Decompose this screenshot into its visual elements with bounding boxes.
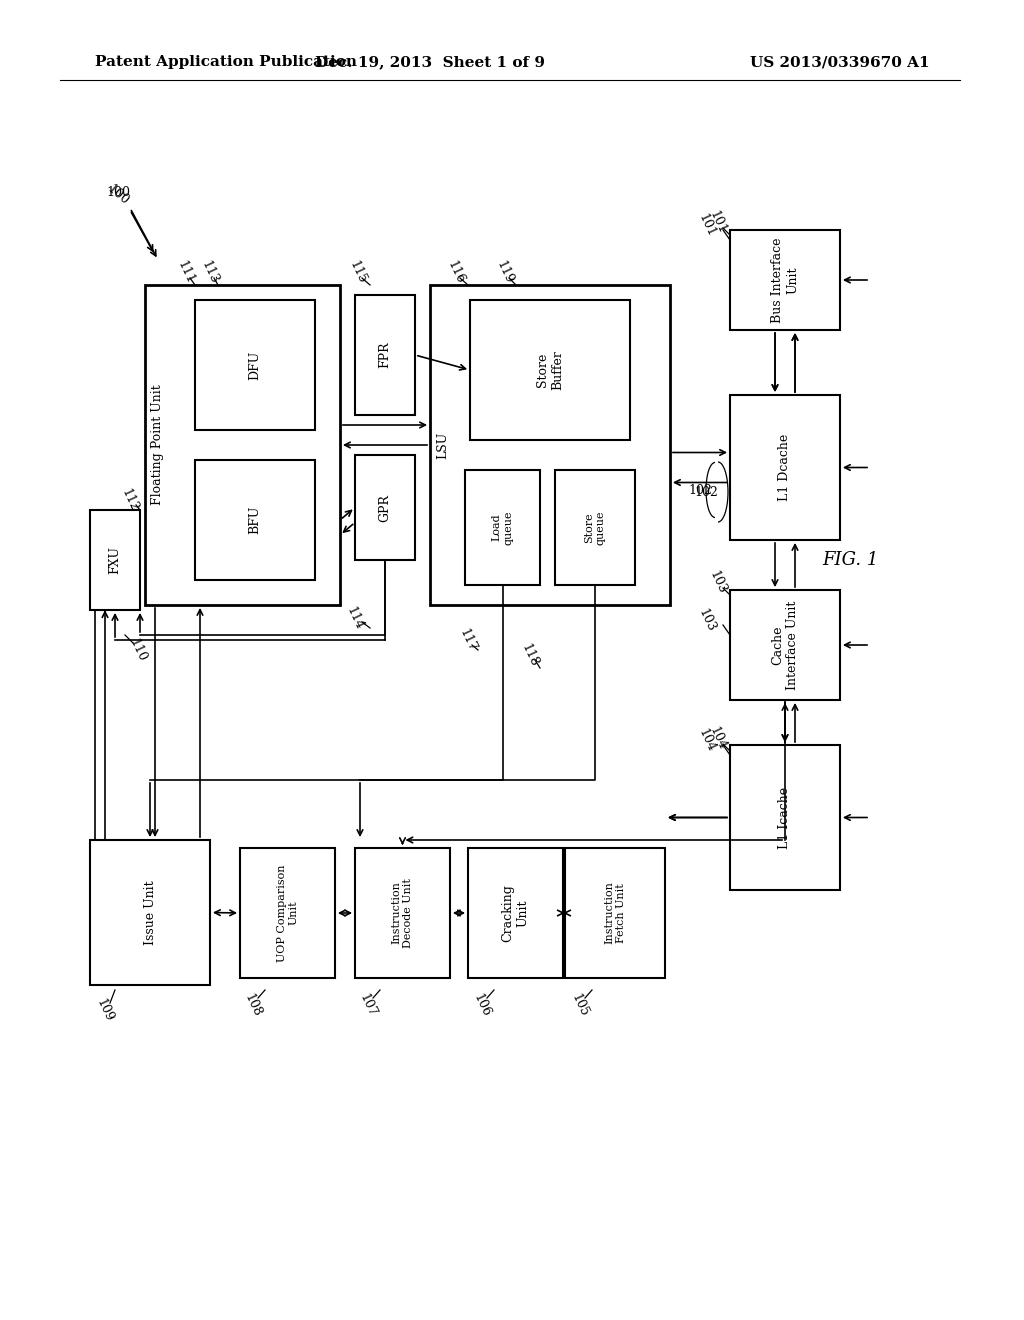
Bar — [145, 285, 340, 605]
Text: US 2013/0339670 A1: US 2013/0339670 A1 — [751, 55, 930, 69]
Text: 103: 103 — [696, 606, 718, 634]
Text: DFU: DFU — [249, 350, 261, 380]
Text: FXU: FXU — [109, 546, 122, 574]
Text: 102: 102 — [688, 483, 712, 496]
Text: 116: 116 — [445, 259, 467, 285]
Text: 114: 114 — [344, 605, 366, 632]
Bar — [195, 300, 315, 430]
Text: L1 Icache: L1 Icache — [778, 787, 792, 849]
Bar — [730, 590, 840, 700]
Bar — [565, 847, 665, 978]
Text: 115: 115 — [347, 259, 369, 285]
Text: 107: 107 — [357, 991, 379, 1019]
Bar — [90, 840, 210, 985]
Text: Cracking
Unit: Cracking Unit — [502, 884, 529, 942]
Text: L1 Dcache: L1 Dcache — [778, 434, 792, 502]
Text: 108: 108 — [242, 991, 264, 1019]
Text: UOP Comparison
Unit: UOP Comparison Unit — [276, 865, 298, 962]
Bar — [355, 294, 415, 414]
Text: 112: 112 — [119, 487, 141, 513]
Text: Patent Application Publication: Patent Application Publication — [95, 55, 357, 69]
Text: GPR: GPR — [379, 494, 391, 521]
Text: Issue Unit: Issue Unit — [143, 880, 157, 945]
Text: 100: 100 — [104, 182, 131, 207]
Bar — [730, 230, 840, 330]
Bar — [730, 395, 840, 540]
Text: 103: 103 — [707, 569, 729, 595]
Text: 111: 111 — [175, 259, 197, 285]
Bar — [730, 744, 840, 890]
Text: 101: 101 — [707, 209, 729, 236]
Text: 102: 102 — [694, 486, 718, 499]
Bar — [555, 470, 635, 585]
Text: 110: 110 — [127, 636, 148, 664]
Bar — [195, 459, 315, 579]
Text: Instruction
Fetch Unit: Instruction Fetch Unit — [604, 882, 626, 944]
Text: Store
Buffer: Store Buffer — [536, 350, 564, 389]
Text: 104: 104 — [707, 725, 729, 751]
Bar — [355, 455, 415, 560]
Text: 105: 105 — [569, 991, 591, 1019]
Text: Instruction
Decode Unit: Instruction Decode Unit — [392, 878, 414, 948]
Text: 104: 104 — [696, 726, 718, 754]
Bar — [468, 847, 563, 978]
Text: 100: 100 — [106, 186, 130, 198]
Text: Load
queue: Load queue — [492, 511, 513, 545]
Text: 117: 117 — [457, 627, 479, 653]
Text: FPR: FPR — [379, 342, 391, 368]
Bar — [90, 510, 140, 610]
Text: Floating Point Unit: Floating Point Unit — [152, 384, 165, 506]
Text: FIG. 1: FIG. 1 — [822, 550, 879, 569]
Bar — [470, 300, 630, 440]
Text: LSU: LSU — [436, 432, 450, 458]
Bar — [430, 285, 670, 605]
Text: 101: 101 — [696, 211, 718, 239]
Text: 118: 118 — [519, 642, 541, 669]
Text: 106: 106 — [471, 991, 493, 1019]
Bar — [465, 470, 540, 585]
Text: Store
queue: Store queue — [585, 511, 606, 545]
Bar — [240, 847, 335, 978]
Text: Cache
Interface Unit: Cache Interface Unit — [771, 601, 799, 689]
Text: 113: 113 — [199, 259, 221, 285]
Bar — [355, 847, 450, 978]
Text: Bus Interface
Unit: Bus Interface Unit — [771, 238, 799, 323]
Text: BFU: BFU — [249, 506, 261, 535]
Text: 119: 119 — [494, 259, 516, 285]
Text: 109: 109 — [94, 997, 116, 1023]
Text: Dec. 19, 2013  Sheet 1 of 9: Dec. 19, 2013 Sheet 1 of 9 — [315, 55, 545, 69]
